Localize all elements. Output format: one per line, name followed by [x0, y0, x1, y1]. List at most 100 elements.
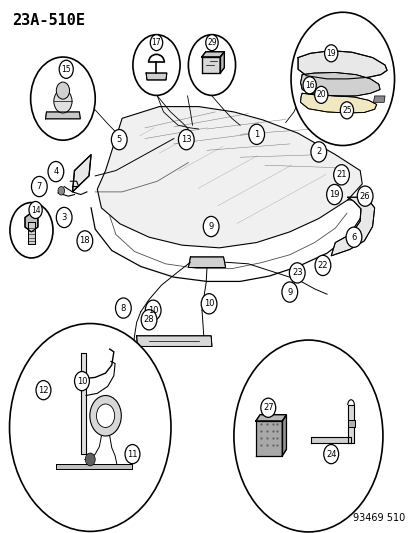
Polygon shape — [188, 257, 225, 268]
Circle shape — [29, 201, 42, 219]
Polygon shape — [97, 107, 361, 248]
Polygon shape — [347, 420, 354, 427]
Text: 12: 12 — [38, 386, 49, 394]
Circle shape — [323, 445, 338, 464]
Text: 23A-510E: 23A-510E — [12, 13, 85, 28]
Circle shape — [302, 77, 316, 94]
Text: 10: 10 — [203, 300, 214, 308]
Text: 26: 26 — [359, 192, 370, 200]
Text: 25: 25 — [341, 106, 351, 115]
Circle shape — [9, 324, 171, 531]
Polygon shape — [330, 197, 374, 256]
Circle shape — [141, 310, 157, 330]
Text: 1: 1 — [254, 130, 259, 139]
Polygon shape — [347, 405, 354, 443]
Circle shape — [260, 398, 275, 417]
Polygon shape — [146, 73, 166, 80]
Text: 15: 15 — [61, 65, 71, 74]
Circle shape — [54, 90, 72, 113]
Text: 5: 5 — [116, 135, 121, 144]
Circle shape — [314, 86, 327, 103]
Text: 3: 3 — [62, 213, 66, 222]
Polygon shape — [300, 93, 376, 113]
Circle shape — [90, 395, 121, 436]
Text: 28: 28 — [143, 316, 154, 324]
Text: 6: 6 — [351, 233, 356, 241]
Text: 17: 17 — [151, 38, 161, 47]
Polygon shape — [300, 72, 379, 96]
Circle shape — [56, 207, 72, 228]
Circle shape — [145, 300, 161, 320]
Text: 2: 2 — [316, 148, 320, 156]
Text: 21: 21 — [335, 171, 346, 179]
Circle shape — [281, 282, 297, 302]
Circle shape — [333, 165, 349, 185]
Circle shape — [178, 130, 194, 150]
Polygon shape — [282, 415, 286, 456]
Circle shape — [48, 161, 64, 182]
Circle shape — [324, 45, 337, 62]
Text: 29: 29 — [206, 38, 216, 47]
Circle shape — [290, 12, 394, 146]
Circle shape — [115, 298, 131, 318]
Text: 10: 10 — [76, 377, 87, 385]
Text: 16: 16 — [304, 81, 314, 90]
Polygon shape — [56, 464, 132, 469]
Circle shape — [314, 255, 330, 276]
Circle shape — [31, 176, 47, 197]
Polygon shape — [45, 112, 80, 119]
Circle shape — [201, 294, 216, 314]
Circle shape — [150, 35, 162, 51]
Circle shape — [74, 372, 89, 391]
Text: 13: 13 — [180, 135, 191, 144]
Text: 10: 10 — [147, 306, 158, 314]
Circle shape — [111, 130, 127, 150]
Text: 11: 11 — [127, 450, 138, 458]
Circle shape — [345, 227, 361, 247]
Text: 93469 510: 93469 510 — [353, 513, 405, 523]
Circle shape — [356, 186, 372, 206]
Polygon shape — [28, 222, 35, 244]
Circle shape — [133, 35, 180, 95]
Polygon shape — [81, 353, 86, 454]
Circle shape — [188, 35, 235, 95]
Circle shape — [96, 404, 114, 427]
Polygon shape — [255, 415, 286, 421]
Circle shape — [58, 187, 64, 195]
Text: 7: 7 — [37, 182, 42, 191]
Circle shape — [310, 142, 326, 162]
Text: 27: 27 — [262, 403, 273, 412]
Circle shape — [85, 453, 95, 466]
Text: 23: 23 — [291, 269, 302, 277]
Polygon shape — [201, 52, 224, 57]
Circle shape — [10, 203, 53, 258]
Circle shape — [205, 35, 218, 51]
Polygon shape — [25, 213, 38, 232]
Circle shape — [77, 231, 93, 251]
Circle shape — [36, 381, 51, 400]
Polygon shape — [297, 51, 386, 79]
Text: 9: 9 — [208, 222, 213, 231]
Text: 19: 19 — [328, 190, 339, 199]
Text: 8: 8 — [121, 304, 126, 312]
Circle shape — [59, 60, 73, 78]
Text: 9: 9 — [287, 288, 292, 296]
Circle shape — [125, 445, 140, 464]
Text: 24: 24 — [325, 450, 336, 458]
Circle shape — [203, 216, 218, 237]
Polygon shape — [136, 336, 211, 346]
Polygon shape — [72, 155, 91, 192]
Circle shape — [31, 57, 95, 140]
Circle shape — [56, 82, 69, 99]
Text: 18: 18 — [79, 237, 90, 245]
Circle shape — [339, 102, 353, 119]
Circle shape — [326, 184, 342, 205]
Polygon shape — [220, 52, 224, 73]
Polygon shape — [201, 57, 220, 73]
Text: 14: 14 — [31, 206, 40, 214]
Text: 4: 4 — [53, 167, 58, 176]
Circle shape — [248, 124, 264, 144]
Polygon shape — [373, 96, 384, 102]
Polygon shape — [255, 421, 282, 456]
Text: 20: 20 — [316, 91, 325, 99]
